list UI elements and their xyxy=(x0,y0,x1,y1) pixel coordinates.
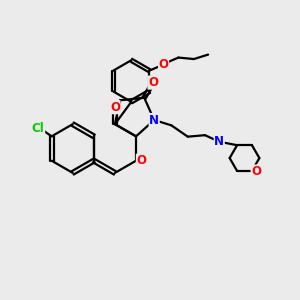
Text: O: O xyxy=(136,154,146,167)
Text: O: O xyxy=(251,165,261,178)
Text: Cl: Cl xyxy=(32,122,45,135)
Text: O: O xyxy=(159,58,169,70)
Text: O: O xyxy=(148,76,158,89)
Text: O: O xyxy=(110,101,120,114)
Text: N: N xyxy=(149,113,159,127)
Text: N: N xyxy=(214,135,224,148)
